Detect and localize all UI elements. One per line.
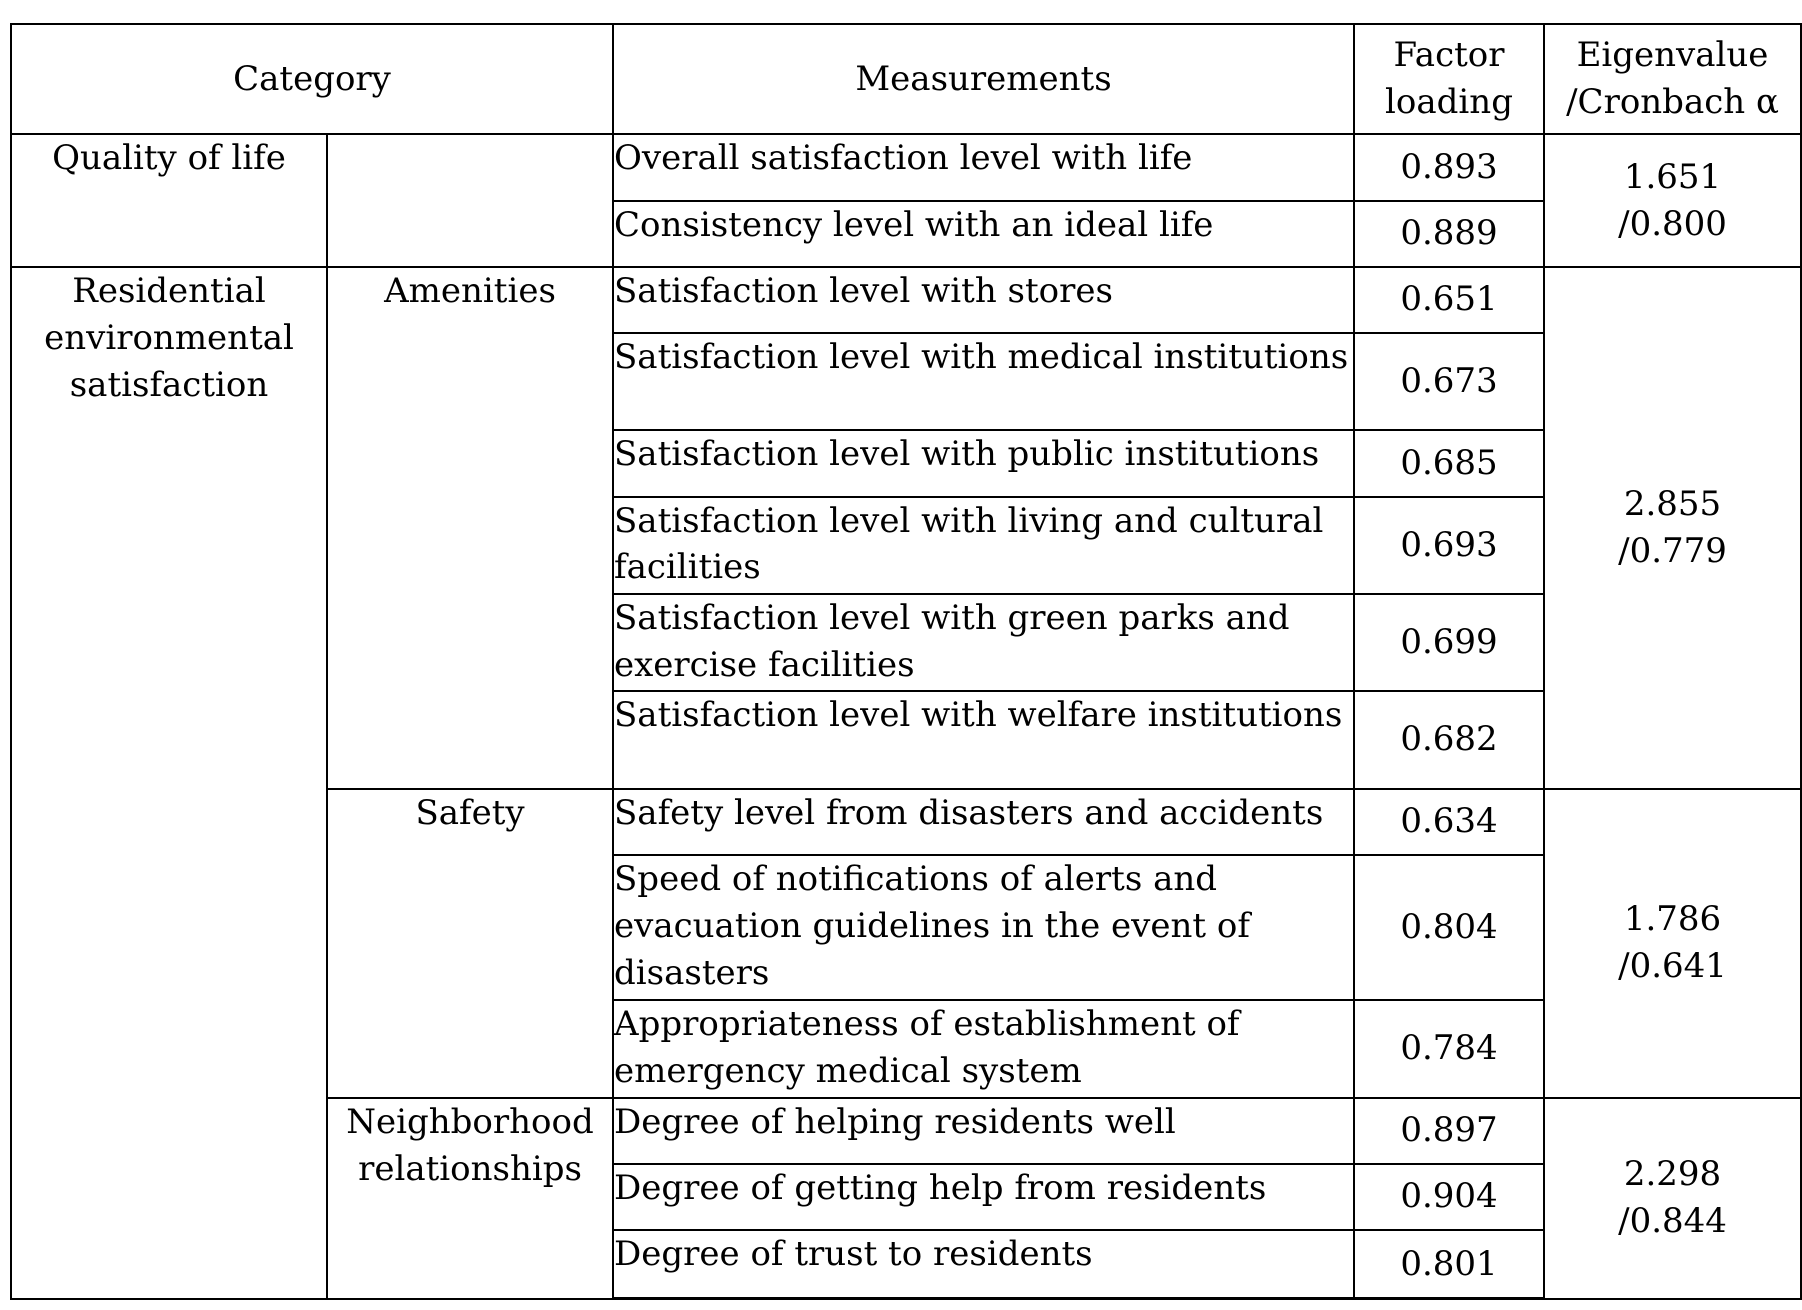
table-row: Appropriateness of establishment of emer… <box>11 999 1801 1099</box>
loading-cell: 0.804 <box>1353 853 1546 1002</box>
cronbach-alpha: /0.800 <box>1618 203 1727 244</box>
measurement-cell: Satisfaction level with living and cultu… <box>612 495 1356 595</box>
loading-cell: 0.699 <box>1353 592 1546 693</box>
table-row: Degree of trust to residents 0.801 <box>11 1229 1801 1301</box>
category-quality-of-life: Quality of life <box>10 133 328 268</box>
eigenvalue-cell: 1.651 /0.800 <box>1543 133 1802 268</box>
loading-cell: 0.682 <box>1353 690 1546 790</box>
loading-cell: 0.889 <box>1353 199 1546 268</box>
loading-cell: 0.651 <box>1353 265 1546 335</box>
eigenvalue: 2.855 <box>1623 483 1722 524</box>
subcategory-neighborhood-relationships: Neighborhood relationships <box>325 1096 615 1300</box>
table-row: Safety Safety level from disasters and a… <box>11 787 1802 1099</box>
table-row: Satisfaction level with medical institut… <box>11 332 1801 432</box>
loading-cell: 0.893 <box>1353 133 1546 202</box>
measurement-cell: Satisfaction level with green parks and … <box>612 592 1356 693</box>
eigenvalue: 1.651 <box>1623 156 1722 197</box>
eigenvalue-cell: 1.786 /0.641 <box>1543 787 1802 1099</box>
measurement-cell: Consistency level with an ideal life <box>612 199 1356 268</box>
measurement-cell: Satisfaction level with public instituti… <box>612 429 1356 498</box>
loading-cell: 0.784 <box>1353 999 1546 1099</box>
measurement-cell: Appropriateness of establishment of emer… <box>612 999 1356 1099</box>
measurement-cell: Degree of trust to residents <box>612 1229 1356 1301</box>
subcategory-amenities: Amenities <box>325 265 615 790</box>
table-row: Satisfaction level with public instituti… <box>11 429 1801 498</box>
eigenvalue: 1.786 <box>1623 899 1722 940</box>
table-row: Consistency level with an ideal life 0.8… <box>11 199 1801 268</box>
table-row: Degree of getting help from residents 0.… <box>11 1162 1801 1232</box>
loading-cell: 0.634 <box>1353 787 1546 856</box>
header-eigenvalue: Eigenvalue /Cronbach α <box>1543 22 1802 136</box>
table-row: Speed of notifications of alerts and eva… <box>11 853 1801 1002</box>
measurement-cell: Safety level from disasters and accident… <box>612 787 1356 856</box>
header-factor-loading-line2: loading <box>1385 82 1513 123</box>
measurement-cell: Satisfaction level with stores <box>612 265 1356 335</box>
measurement-cell: Speed of notifications of alerts and eva… <box>612 853 1356 1002</box>
table-row: Satisfaction level with living and cultu… <box>11 495 1801 595</box>
category-residential-environmental-satisfaction: Residential environmental satisfaction <box>10 265 328 1300</box>
header-eigenvalue-line1: Eigenvalue <box>1576 35 1769 76</box>
header-factor-loading: Factor loading <box>1353 22 1546 136</box>
loading-cell: 0.904 <box>1353 1162 1546 1232</box>
eigenvalue: 2.298 <box>1623 1154 1722 1195</box>
measurement-cell: Satisfaction level with welfare institut… <box>612 690 1356 790</box>
loading-cell: 0.897 <box>1353 1096 1546 1165</box>
eigenvalue-cell: 2.855 /0.779 <box>1543 265 1802 790</box>
loading-cell: 0.693 <box>1353 495 1546 595</box>
table-row: Neighborhood relationships Degree of hel… <box>11 1096 1802 1300</box>
header-eigenvalue-line2: /Cronbach α <box>1566 82 1779 123</box>
eigenvalue-cell: 2.298 /0.844 <box>1543 1096 1802 1300</box>
loading-cell: 0.685 <box>1353 429 1546 498</box>
header-factor-loading-line1: Factor <box>1393 35 1505 76</box>
table-row: Residential environmental satisfaction A… <box>10 265 1802 1300</box>
header-measurements: Measurements <box>612 22 1356 136</box>
cronbach-alpha: /0.779 <box>1618 530 1727 571</box>
cronbach-alpha: /0.844 <box>1618 1201 1727 1242</box>
table-row: Satisfaction level with welfare institut… <box>11 690 1801 790</box>
header-category: Category <box>9 22 615 136</box>
measurement-cell: Satisfaction level with medical institut… <box>612 332 1356 432</box>
factor-analysis-table: Category Measurements Factor loading Eig… <box>9 22 1802 1301</box>
table-row: Quality of life Overall satisfaction lev… <box>10 133 1802 268</box>
header-row: Category Measurements Factor loading Eig… <box>9 22 1802 136</box>
cronbach-alpha: /0.641 <box>1618 946 1727 987</box>
measurement-cell: Overall satisfaction level with life <box>612 133 1356 202</box>
table-row: Satisfaction level with green parks and … <box>11 592 1801 693</box>
loading-cell: 0.673 <box>1353 332 1546 432</box>
loading-cell: 0.801 <box>1353 1229 1546 1301</box>
measurement-cell: Degree of helping residents well <box>612 1096 1356 1165</box>
subcategory-safety: Safety <box>325 787 615 1099</box>
measurement-cell: Degree of getting help from residents <box>612 1162 1356 1232</box>
subcategory-empty <box>325 133 615 268</box>
